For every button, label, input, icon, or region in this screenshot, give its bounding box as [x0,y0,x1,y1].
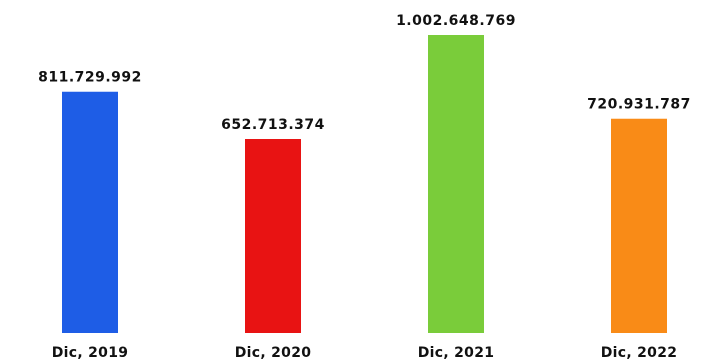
x-tick-labels-layer: Dic, 2019 Dic, 2020 Dic, 2021 Dic, 2022 [52,345,678,361]
bar-value-label-2: 652.713.374 [221,117,325,133]
bars-layer [62,35,667,333]
bar-value-label-3: 1.002.648.769 [396,13,516,29]
x-tick-label-1: Dic, 2019 [52,345,129,361]
bar-1 [62,91,118,333]
x-tick-label-4: Dic, 2022 [601,345,678,361]
bar-value-label-4: 720.931.787 [587,97,691,113]
bar-2 [245,139,301,333]
x-tick-label-2: Dic, 2020 [235,345,312,361]
value-labels-layer: 811.729.992 652.713.374 1.002.648.769 720.9… [38,13,691,133]
bar-3 [428,35,484,333]
bar-value-label-1: 811.729.992 [38,70,142,86]
bar-4 [611,118,667,333]
x-tick-label-3: Dic, 2021 [418,345,495,361]
